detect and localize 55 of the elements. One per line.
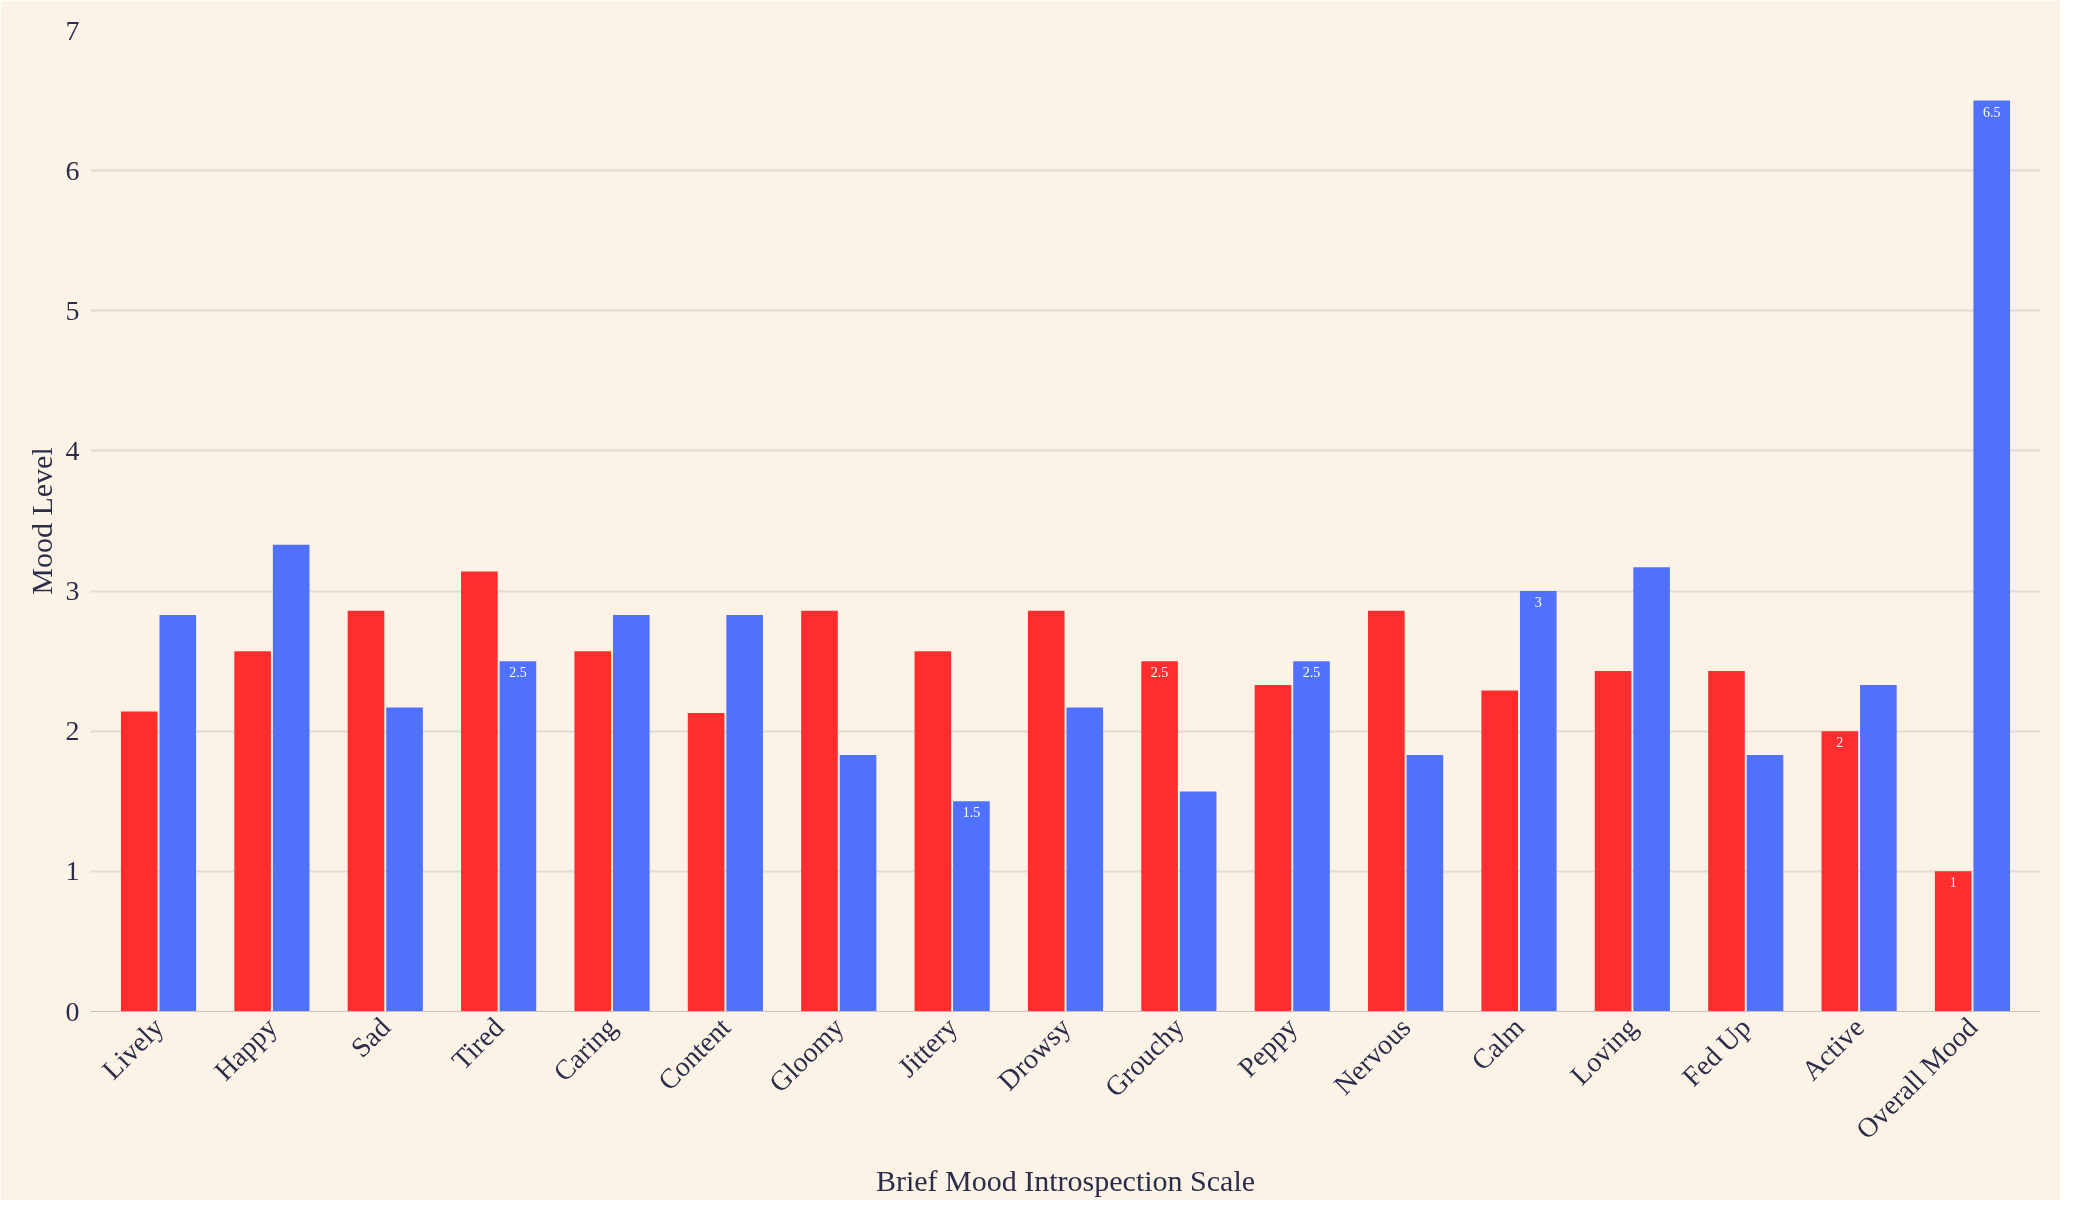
data-label: 2.5 [1150,665,1169,681]
bar [1519,591,1557,1012]
bar [1368,610,1405,1012]
y-tick-label: 4 [65,434,80,466]
bar [612,614,650,1012]
y-tick-label: 3 [65,575,80,607]
y-tick-label: 2 [65,715,80,747]
bar [914,651,952,1012]
bar [1179,791,1217,1012]
bar [461,571,498,1012]
bar [1746,755,1784,1012]
bar [1708,670,1745,1012]
data-label: 2.5 [1302,665,1321,681]
bar [726,614,763,1012]
x-tick-label: Calm [1465,1011,1531,1077]
bar [159,614,197,1012]
y-axis-title: Mood Level [24,447,58,595]
bar [801,610,838,1012]
bar [1973,100,2011,1012]
bar [234,651,271,1012]
y-tick-label: 5 [65,294,80,326]
bar [272,544,310,1012]
x-tick-label: Fed Up [1675,1011,1757,1093]
bar [1821,731,1859,1012]
bar [1027,610,1065,1012]
bar [574,651,612,1012]
bar [1293,661,1330,1012]
bar [386,707,423,1012]
bar [1594,670,1632,1012]
x-axis-title: Brief Mood Introspection Scale [875,1164,1256,1198]
bar [1481,690,1519,1012]
data-label: 1 [1949,875,1957,891]
y-tick-label: 1 [65,855,80,887]
bar [1633,567,1670,1012]
bar [839,755,877,1012]
y-tick-label: 0 [65,995,80,1027]
y-tick-label: 7 [65,14,80,46]
bar [1860,684,1897,1012]
data-label: 2 [1836,735,1844,751]
data-label: 1.5 [962,805,981,821]
bar [1934,871,1972,1012]
bar [347,610,385,1012]
bar [687,713,725,1012]
data-label: 2.5 [509,665,527,681]
bar [953,801,990,1012]
y-tick-label: 6 [65,154,80,186]
bar [1141,661,1178,1012]
x-tick-label: Sad [344,1011,397,1064]
bar [1406,755,1444,1012]
data-label: 3 [1534,595,1542,611]
data-label: 6.5 [1983,104,2001,120]
bar [120,711,158,1012]
bar [1254,684,1292,1012]
bar [499,661,537,1012]
bar [1066,707,1104,1012]
